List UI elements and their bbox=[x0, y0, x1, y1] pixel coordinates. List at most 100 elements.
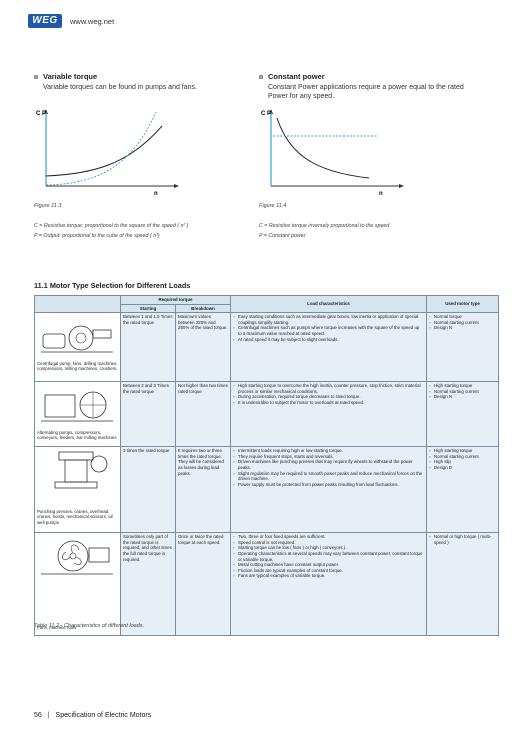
application-text: Centrifugal pump, fans, drilling machine… bbox=[37, 360, 118, 372]
list-item: Design N bbox=[429, 394, 496, 400]
list-item: High starting torque bbox=[429, 448, 496, 454]
p-axis-label: P bbox=[267, 111, 271, 117]
list-item: High starting torque to overcome the hig… bbox=[233, 383, 424, 394]
starting-cell: 3 times the rated torque bbox=[120, 446, 176, 534]
list-item: During acceleration, required torque dec… bbox=[233, 394, 424, 400]
application-cell: Punching presses, cranes, overhead crane… bbox=[34, 446, 121, 534]
characteristics-cell: Intermittent loads requiring high or low… bbox=[230, 446, 428, 534]
list-item: Easy starting conditions such as interme… bbox=[233, 314, 424, 325]
motor-type-cell: Normal torque Normal starting current De… bbox=[426, 312, 500, 383]
table-caption: Table 11.2 - Characteristics of differen… bbox=[34, 623, 145, 629]
legend-left-p: P = Output: proportional to the cube of … bbox=[34, 233, 160, 239]
c-axis-label: C bbox=[261, 111, 266, 117]
punching-press-icon bbox=[54, 451, 108, 489]
n-axis-label: n bbox=[154, 191, 158, 196]
list-item: Normal torque bbox=[429, 314, 496, 320]
list-item: High slip bbox=[429, 459, 496, 465]
compressor-icon bbox=[41, 391, 113, 422]
list-item: Normal starting current bbox=[429, 320, 496, 326]
list-item: They require frequent stops, starts and … bbox=[233, 454, 424, 460]
characteristics-cell: Easy starting conditions such as interme… bbox=[230, 312, 428, 383]
application-cell: Alternating pumps, compressors, conveyor… bbox=[34, 381, 121, 448]
breakdown-cell: Not higher than two times rated torque bbox=[174, 381, 232, 448]
constant-power-diagram: C P n bbox=[261, 109, 404, 196]
application-text: Fans, machine tools bbox=[37, 624, 77, 630]
torque-curve bbox=[45, 125, 163, 177]
torque-curve bbox=[276, 117, 370, 179]
x-arrow-icon bbox=[399, 184, 404, 188]
y-arrow-icon bbox=[269, 109, 273, 114]
list-item: Starting torque can be low ( fans ) or h… bbox=[233, 545, 424, 551]
list-item: Centrifugal machines such as pumps where… bbox=[233, 325, 424, 336]
table-row: Punching presses, cranes, overhead crane… bbox=[34, 446, 500, 534]
motor-selection-table: Required torque Load characteristics Use… bbox=[34, 294, 500, 637]
table-header-load-characteristics: Load characteristics bbox=[230, 294, 428, 314]
breakdown-cell: It requires two or three times the rated… bbox=[174, 446, 232, 534]
list-item: Two, three or four fixed speeds are suff… bbox=[233, 534, 424, 540]
list-item: Metal cutting machines have constant out… bbox=[233, 562, 424, 568]
breakdown-cell: Once or twice the rated torque at each s… bbox=[174, 532, 232, 637]
motor-type-cell: Normal or high torque ( multi-speed ) bbox=[426, 532, 500, 637]
page-header: WEG www.weg.net bbox=[28, 11, 114, 31]
legend-right-c: C = Resistive torque inversely proportio… bbox=[259, 223, 390, 229]
y-arrow-icon bbox=[44, 109, 48, 114]
square-bullet-icon bbox=[34, 74, 38, 79]
application-cell: Fans, machine tools bbox=[34, 532, 121, 637]
application-text: Alternating pumps, compressors, conveyor… bbox=[37, 429, 117, 441]
figure-caption-right: Figure 11.4 bbox=[259, 203, 287, 209]
variable-torque-section: Variable torque Variable torques can be … bbox=[34, 72, 254, 92]
table-header-motor-type: Used motor type bbox=[426, 294, 500, 314]
weg-logo: WEG bbox=[28, 14, 62, 28]
list-item: Power supply must be protected from powe… bbox=[233, 482, 424, 488]
list-item: Speed control is not required. bbox=[233, 540, 424, 546]
list-item: Normal or high torque ( multi-speed ) bbox=[429, 534, 496, 545]
starting-cell: Between 2 and 3 Times the rated torque bbox=[120, 381, 176, 448]
section-title: Variable torque bbox=[43, 72, 98, 81]
section-text: Variable torques can be found in pumps a… bbox=[43, 84, 197, 91]
list-item: Friction loads are typical examples of c… bbox=[233, 568, 424, 574]
constant-power-section: Constant power Constant Power applicatio… bbox=[259, 72, 479, 101]
characteristics-cell: High starting torque to overcome the hig… bbox=[230, 381, 428, 448]
starting-cell: Sometimes only part of the rated torque … bbox=[120, 532, 176, 637]
table-row: Fans, machine tools Sometimes only part … bbox=[34, 532, 500, 637]
list-item: Normal starting current bbox=[429, 389, 496, 395]
list-item: Fans are typical examples of variable to… bbox=[233, 573, 424, 579]
table-row: Alternating pumps, compressors, conveyor… bbox=[34, 381, 500, 448]
legend-left-c: C = Resistive torque: proportional to th… bbox=[34, 223, 189, 229]
power-curve bbox=[45, 111, 157, 186]
application-text: Punching presses, cranes, overhead crane… bbox=[37, 508, 113, 525]
list-item: Driven machines like punching presses th… bbox=[233, 459, 424, 470]
n-axis-label: n bbox=[379, 191, 383, 196]
breakdown-cell: Maximum values between 220% and 250% of … bbox=[174, 312, 232, 383]
figure-caption-left: Figure 11.3 bbox=[34, 203, 62, 209]
section-text: Constant Power applications require a po… bbox=[268, 84, 464, 100]
centrifugal-pump-icon bbox=[41, 325, 113, 353]
table-header-required-torque: Required torque bbox=[119, 295, 232, 305]
section-heading: 11.1 Motor Type Selection for Different … bbox=[34, 281, 191, 290]
page-number: 56 bbox=[34, 712, 42, 719]
square-bullet-icon bbox=[259, 74, 263, 79]
c-axis-label: C bbox=[36, 111, 41, 117]
motor-type-cell: High starting torque Normal starting cur… bbox=[426, 446, 500, 534]
table-header-starting: Starting bbox=[120, 303, 176, 314]
list-item: Operating characteristics at several spe… bbox=[233, 551, 424, 562]
table-header-blank bbox=[34, 294, 121, 314]
list-item: Design N bbox=[429, 325, 496, 331]
motor-type-cell: High starting torque Normal starting cur… bbox=[426, 381, 500, 448]
legend-right-p: P = Constant power bbox=[259, 233, 306, 239]
starting-cell: Between 1 and 1.5 Times the rated torque bbox=[120, 312, 176, 383]
section-title: Constant power bbox=[268, 72, 325, 81]
p-axis-label: P bbox=[42, 111, 46, 117]
table-header-breakdown: Breakdown bbox=[174, 303, 232, 314]
list-item: Slight regulation may be required to smo… bbox=[233, 471, 424, 482]
variable-torque-diagram: C P n bbox=[36, 109, 179, 196]
list-item: Intermittent loads requiring high or low… bbox=[233, 448, 424, 454]
page-footer: 56 | Specification of Electric Motors bbox=[34, 712, 151, 719]
list-item: High starting torque bbox=[429, 383, 496, 389]
fan-icon bbox=[41, 540, 113, 575]
x-arrow-icon bbox=[174, 184, 179, 188]
list-item: It is undesirable to subject the motor t… bbox=[233, 400, 424, 406]
site-url[interactable]: www.weg.net bbox=[70, 16, 115, 26]
footer-title: Specification of Electric Motors bbox=[55, 712, 152, 719]
list-item: Design D bbox=[429, 465, 496, 471]
